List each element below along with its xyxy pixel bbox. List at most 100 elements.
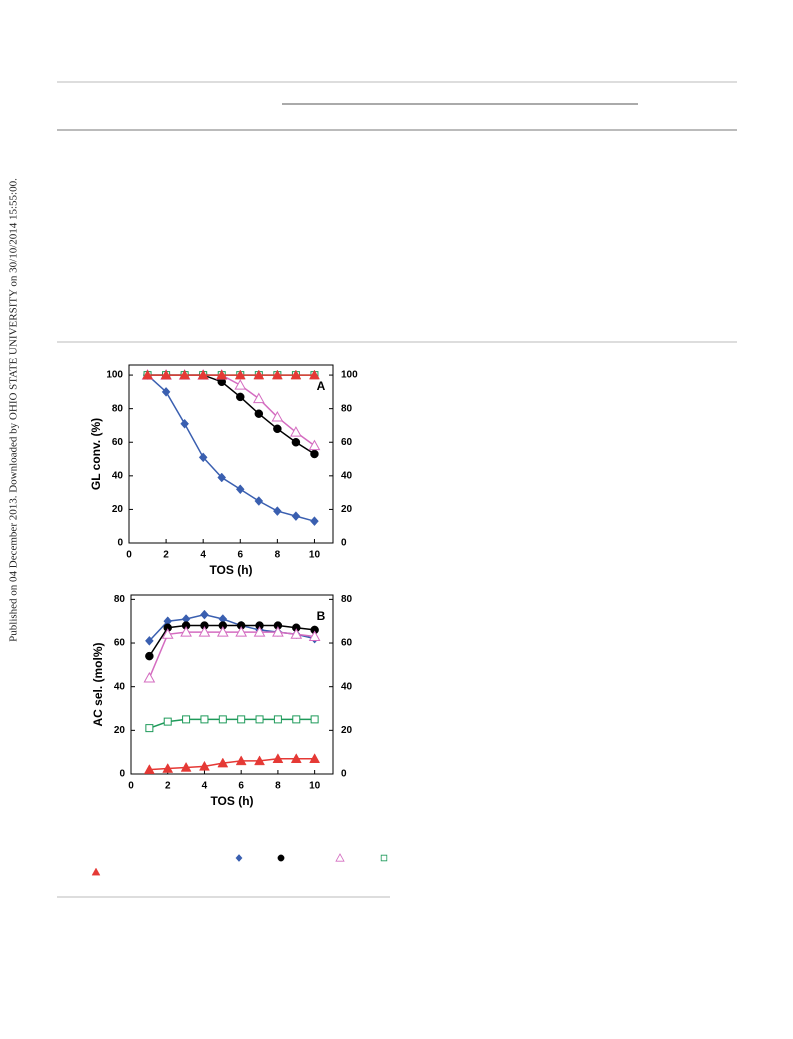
data-point xyxy=(200,609,209,620)
x-tick-label: 6 xyxy=(238,781,244,792)
y-tick-label: 0 xyxy=(119,769,125,780)
y2-tick-label: 0 xyxy=(341,538,347,549)
y2-tick-label: 60 xyxy=(341,437,353,448)
data-point xyxy=(255,715,264,724)
data-point xyxy=(254,496,264,506)
data-point xyxy=(291,437,301,447)
data-point xyxy=(145,724,154,733)
data-point xyxy=(291,511,301,522)
x-tick-label: 6 xyxy=(237,550,243,561)
data-point xyxy=(310,449,319,459)
x-tick-label: 4 xyxy=(202,781,208,792)
y2-tick-label: 20 xyxy=(341,725,353,736)
plot-frame xyxy=(128,364,334,544)
panel-label: B xyxy=(317,609,326,623)
data-point xyxy=(162,763,174,773)
data-point xyxy=(273,715,282,724)
series-line xyxy=(147,374,315,522)
data-point xyxy=(197,369,209,380)
y-axis-label: AC sel. (mol%) xyxy=(91,642,105,726)
legend-marker xyxy=(235,854,243,862)
y-tick-label: 40 xyxy=(114,681,126,692)
y-tick-label: 80 xyxy=(114,594,126,605)
side-note: Published on 04 December 2013. Downloade… xyxy=(8,178,20,642)
x-tick-label: 4 xyxy=(200,550,206,561)
data-point xyxy=(308,439,321,451)
data-point xyxy=(143,764,155,774)
panel-label: A xyxy=(317,379,326,393)
data-point xyxy=(179,369,191,380)
data-point xyxy=(199,760,210,771)
data-point xyxy=(310,516,319,527)
data-point xyxy=(308,630,321,641)
y-tick-label: 80 xyxy=(112,403,124,414)
data-point xyxy=(145,651,154,661)
data-point xyxy=(161,628,174,639)
data-point xyxy=(161,386,171,397)
legend-marker xyxy=(91,867,101,876)
x-tick-label: 10 xyxy=(309,550,321,561)
x-tick-label: 2 xyxy=(163,550,169,561)
data-point xyxy=(217,472,227,483)
data-point xyxy=(309,369,320,380)
series-line xyxy=(147,374,315,447)
data-point xyxy=(235,484,245,495)
data-point xyxy=(271,369,283,380)
x-tick-label: 0 xyxy=(126,550,132,561)
y-tick-label: 60 xyxy=(114,638,126,649)
x-tick-label: 10 xyxy=(309,781,321,792)
y-tick-label: 20 xyxy=(112,504,124,515)
data-point xyxy=(252,392,265,404)
y-tick-label: 100 xyxy=(106,370,123,381)
y-tick-label: 20 xyxy=(114,725,126,736)
series-line xyxy=(148,631,315,679)
data-point xyxy=(163,717,172,726)
series-line xyxy=(149,757,315,771)
data-point xyxy=(180,626,192,637)
y2-tick-label: 100 xyxy=(341,370,358,381)
data-point xyxy=(198,626,211,637)
plot-frame xyxy=(130,594,334,775)
data-point xyxy=(216,369,228,380)
data-point xyxy=(217,757,229,768)
data-point xyxy=(180,761,192,772)
data-point xyxy=(310,715,319,724)
data-point xyxy=(309,753,321,763)
data-point xyxy=(273,506,282,516)
data-point xyxy=(272,626,284,637)
data-point xyxy=(198,452,208,463)
y2-tick-label: 80 xyxy=(341,403,353,414)
data-point xyxy=(218,715,227,724)
y2-tick-label: 80 xyxy=(341,594,353,605)
data-point xyxy=(290,426,302,437)
data-point xyxy=(253,369,265,380)
data-point xyxy=(236,392,245,402)
data-point xyxy=(273,424,282,434)
y-axis-label: GL conv. (%) xyxy=(89,418,103,490)
data-point xyxy=(234,379,247,390)
x-axis-label: TOS (h) xyxy=(210,794,253,808)
y-tick-label: 40 xyxy=(112,470,124,481)
data-point xyxy=(290,628,303,639)
series-line xyxy=(149,718,315,729)
x-tick-label: 2 xyxy=(165,781,171,792)
data-point xyxy=(290,753,302,763)
y2-tick-label: 60 xyxy=(341,638,353,649)
data-point xyxy=(235,755,247,766)
data-point xyxy=(142,369,153,380)
data-point xyxy=(200,715,209,724)
legend-marker xyxy=(380,854,388,862)
data-point xyxy=(292,715,301,724)
data-point xyxy=(254,409,264,418)
y2-tick-label: 0 xyxy=(341,769,347,780)
data-point xyxy=(182,715,191,724)
y2-tick-label: 40 xyxy=(341,470,353,481)
data-point xyxy=(237,715,246,724)
data-point xyxy=(235,626,248,637)
x-axis-label: TOS (h) xyxy=(209,563,252,577)
data-point xyxy=(143,671,156,683)
x-tick-label: 8 xyxy=(275,550,281,561)
legend-marker xyxy=(277,854,285,862)
data-point xyxy=(180,418,189,429)
